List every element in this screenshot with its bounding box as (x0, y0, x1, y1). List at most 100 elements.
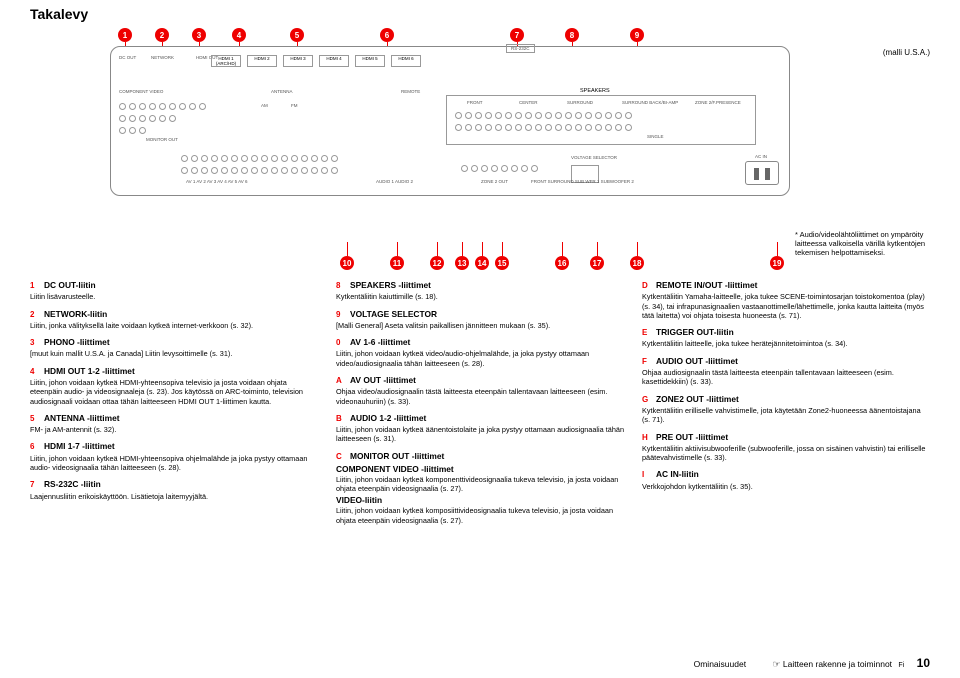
callout-9: 9 (630, 28, 644, 42)
item-desc: Liitin, johon voidaan kytkeä video/audio… (336, 349, 624, 368)
item-desc: Verkkojohdon kytkentäliitin (s. 35). (642, 482, 930, 491)
item-num: 8 (336, 281, 346, 291)
dc-out-label: DC OUT (119, 55, 136, 60)
item-5: 5ANTENNA -liittimetFM- ja AM-antennit (s… (30, 413, 318, 435)
column-2: 8 SPEAKERS -liittimetKytkentäliitin kaiut… (336, 280, 624, 532)
item-A: AAV OUT -liittimetOhjaa video/audiosigna… (336, 375, 624, 406)
item-num: 6 (30, 442, 40, 452)
remote-label: REMOTE (401, 89, 420, 94)
antenna-label: ANTENNA (271, 89, 293, 94)
item-title: AUDIO OUT -liittimet (656, 356, 738, 367)
footer-page-num: 10 (917, 656, 930, 670)
item-num: 7 (30, 480, 40, 490)
item-title: ANTENNA -liittimet (44, 413, 120, 424)
item-title: REMOTE IN/OUT -liittimet (656, 280, 757, 291)
item-num: A (336, 376, 346, 386)
item-desc: Laajennusliitin erikoiskäyttöön. Lisätie… (30, 492, 318, 501)
item-subtitle: COMPONENT VIDEO -liittimet (336, 464, 624, 475)
item-num: 9 (336, 310, 346, 320)
ac-in-port (745, 161, 779, 185)
item-desc: Liitin, johon voidaan kytkeä HDMI-yhteen… (30, 454, 318, 473)
item-title: HDMI OUT 1-2 -liittimet (44, 366, 135, 377)
callout-7: 7 (510, 28, 524, 42)
item-num: E (642, 328, 652, 338)
item-3: 3PHONO -liittimet[muut kuin mallit U.S.A… (30, 337, 318, 359)
hdmi-port: HDMI 2 (247, 55, 277, 67)
item-8: 8 SPEAKERS -liittimetKytkentäliitin kaiut… (336, 280, 624, 302)
item-E: ETRIGGER OUT-liitinKytkentäliitin laitte… (642, 327, 930, 349)
callout-16: 16 (555, 256, 569, 270)
callout-18: 18 (630, 256, 644, 270)
page-footer: Ominaisuudet ☞ Laitteen rakenne ja toimi… (694, 656, 930, 670)
callout-1: 1 (118, 28, 132, 42)
item-6: 6 HDMI 1-7 -liittimet Liitin, johon voidaa… (30, 441, 318, 472)
description-columns: 1DC OUT-liitinLiitin lisävarusteelle.2NE… (30, 280, 930, 532)
speakers-block: SPEAKERS FRONT CENTER SURROUND SURROUND … (446, 95, 756, 145)
item-title: PHONO -liittimet (44, 337, 110, 348)
footer-lang: Fi (898, 662, 904, 669)
item-7: 7RS-232C -liitinLaajennusliitin erikoisk… (30, 479, 318, 501)
item-num: H (642, 433, 652, 443)
hdmi-port: HDMI 3 (283, 55, 313, 67)
item-title: ZONE2 OUT -liittimet (656, 394, 739, 405)
item-num: G (642, 395, 652, 405)
item-title: AUDIO 1-2 -liittimet (350, 413, 426, 424)
callout-15: 15 (495, 256, 509, 270)
item-num: D (642, 281, 652, 291)
callout-4: 4 (232, 28, 246, 42)
column-1: 1DC OUT-liitinLiitin lisävarusteelle.2NE… (30, 280, 318, 532)
item-9: 9VOLTAGE SELECTOR[Malli General] Aseta v… (336, 309, 624, 331)
callout-17: 17 (590, 256, 604, 270)
callout-5: 5 (290, 28, 304, 42)
item-desc: [muut kuin mallit U.S.A. ja Canada] Liit… (30, 349, 318, 358)
item-desc: Liitin lisävarusteelle. (30, 292, 318, 301)
item-desc: Liitin, jonka välityksellä laite voidaan… (30, 321, 318, 330)
item-desc: FM- ja AM-antennit (s. 32). (30, 425, 318, 434)
callout-6: 6 (380, 28, 394, 42)
item-title: SPEAKERS -liittimet (350, 280, 431, 291)
item-title: HDMI 1-7 -liittimet (44, 441, 115, 452)
item-0: 0AV 1-6 -liittimetLiitin, johon voidaan … (336, 337, 624, 368)
model-note: (malli U.S.A.) (883, 48, 930, 57)
item-D: DREMOTE IN/OUT -liittimetKytkentäliitin … (642, 280, 930, 320)
item-title: TRIGGER OUT-liitin (656, 327, 734, 338)
item-G: GZONE2 OUT -liittimetKytkentäliitin eril… (642, 394, 930, 425)
page-title: Takalevy (30, 6, 88, 22)
item-num: C (336, 452, 346, 462)
hdmi-port: HDMI 5 (355, 55, 385, 67)
am-label: AM (261, 103, 268, 108)
item-desc: Liitin, johon voidaan kytkeä HDMI-yhteen… (30, 378, 318, 406)
callout-19: 19 (770, 256, 784, 270)
item-I: IAC IN-liitinVerkkojohdon kytkentäliitin… (642, 469, 930, 491)
item-num: 4 (30, 367, 40, 377)
item-C: CMONITOR OUT -liittimetCOMPONENT VIDEO -… (336, 451, 624, 525)
item-title: VOLTAGE SELECTOR (350, 309, 437, 320)
item-title: AV 1-6 -liittimet (350, 337, 410, 348)
voltage-label: VOLTAGE SELECTOR (571, 155, 617, 160)
single-label: SINGLE (647, 134, 664, 139)
column-3: DREMOTE IN/OUT -liittimetKytkentäliitin … (642, 280, 930, 532)
item-desc: Liitin, johon voidaan kytkeä äänentoisto… (336, 425, 624, 444)
surround-label: SURROUND (567, 100, 593, 105)
hdmi-port: HDMI 4 (319, 55, 349, 67)
item-4: 4 HDMI OUT 1-2 -liittimetLiitin, johon vo… (30, 366, 318, 406)
fm-label: FM (291, 103, 298, 108)
preout-label: FRONT SURROUND SUB WFR 1 SUBWOOFER 2 (531, 179, 634, 184)
callout-12: 12 (430, 256, 444, 270)
audio-row-label: AUDIO 1 AUDIO 2 (376, 179, 413, 184)
callout-2: 2 (155, 28, 169, 42)
monitor-out-label: MONITOR OUT (146, 137, 178, 142)
zone2-presence-label: ZONE 2/F.PRESENCE (695, 100, 741, 105)
item-desc: Liitin, johon voidaan kytkeä komposiitti… (336, 506, 624, 525)
item-num: F (642, 357, 652, 367)
item-desc: Kytkentäliitin kaiuttimille (s. 18). (336, 292, 624, 301)
hdmi-port: HDMI 6 (391, 55, 421, 67)
footer-feature: Ominaisuudet (694, 659, 746, 669)
callout-13: 13 (455, 256, 469, 270)
av-row-label: AV 1 AV 2 AV 3 AV 4 AV 5 AV 6 (186, 179, 248, 184)
item-title: AC IN-liitin (656, 469, 699, 480)
network-label: NETWORK (151, 55, 174, 60)
item-title: NETWORK-liitin (44, 309, 107, 320)
callout-11: 11 (390, 256, 404, 270)
item-desc: Ohjaa video/audiosignaalin tästä laittee… (336, 387, 624, 406)
